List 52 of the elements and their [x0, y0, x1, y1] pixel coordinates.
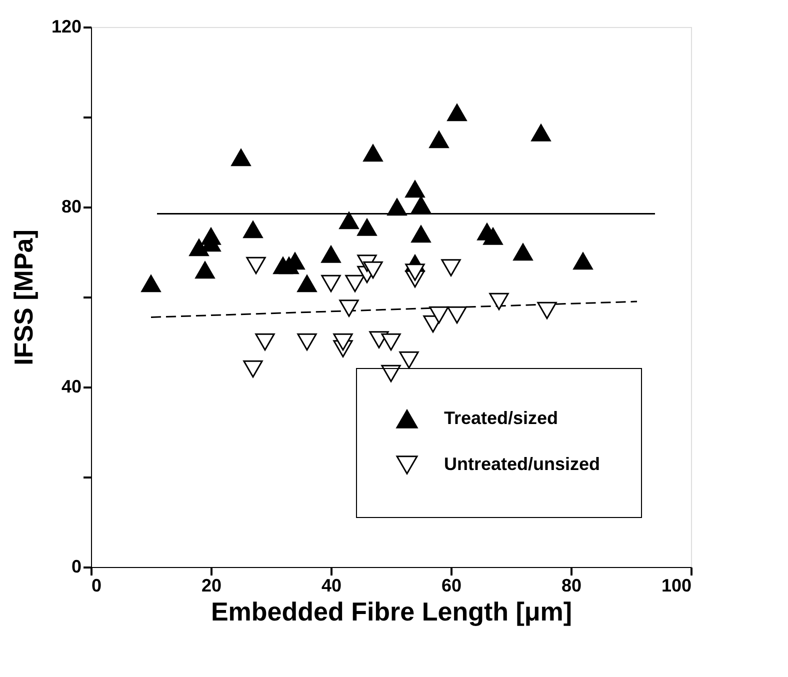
legend-label: Untreated/unsized: [444, 454, 600, 474]
point: [201, 228, 221, 245]
point: [387, 198, 407, 216]
point: [243, 220, 263, 238]
point: [243, 360, 263, 378]
point: [405, 180, 425, 198]
point: [339, 300, 359, 317]
x-tick-label: 60: [441, 576, 462, 596]
point: [195, 261, 215, 279]
point: [537, 302, 557, 320]
point: [189, 238, 209, 256]
point: [399, 351, 419, 369]
point: [411, 196, 431, 214]
point: [363, 144, 383, 162]
x-tick-label: 40: [321, 576, 342, 596]
point: [429, 306, 449, 324]
point: [489, 292, 509, 310]
point: [411, 225, 431, 243]
legend-label: Treated/sized: [444, 408, 558, 428]
y-tick-label: 40: [61, 376, 82, 396]
point: [141, 274, 161, 292]
point: [297, 333, 317, 351]
point: [339, 212, 359, 230]
y-tick-label: 80: [61, 196, 82, 216]
x-tick-label: 20: [201, 576, 222, 596]
point: [297, 274, 317, 292]
y-tick-label: 120: [51, 16, 82, 36]
point: [321, 274, 341, 292]
point: [483, 228, 503, 245]
point: [405, 264, 425, 281]
x-tick-label: 100: [661, 576, 692, 596]
point: [441, 259, 461, 276]
x-tick-label: 80: [561, 576, 582, 596]
point: [357, 218, 377, 236]
point: [363, 261, 383, 279]
point: [333, 333, 353, 351]
point: [573, 252, 593, 270]
point: [513, 243, 533, 261]
point: [246, 256, 266, 274]
x-tick-label: 0: [92, 576, 102, 596]
point: [447, 104, 467, 122]
point: [321, 246, 341, 263]
point: [381, 333, 401, 351]
point: [531, 124, 551, 142]
y-axis-title: IFSS [MPa]: [8, 230, 38, 366]
y-tick-label: 0: [71, 556, 82, 576]
point: [255, 333, 275, 351]
point: [447, 306, 467, 324]
x-axis-title: Embedded Fibre Length [μm]: [210, 596, 572, 626]
point: [231, 148, 251, 166]
point: [345, 274, 365, 292]
point: [429, 130, 449, 148]
